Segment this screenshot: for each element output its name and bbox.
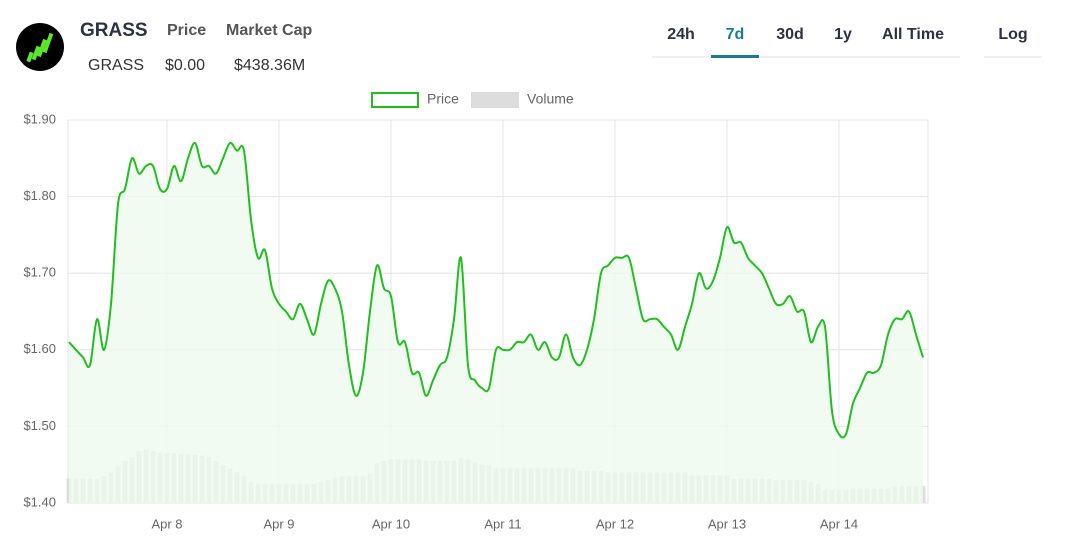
market-cap-label: Market Cap: [226, 22, 312, 39]
legend: Price Volume: [371, 91, 574, 108]
x-tick-label: Apr 8: [151, 516, 182, 531]
y-tick-label: $1.70: [23, 265, 56, 280]
logo-icon: [26, 32, 54, 63]
y-tick-label: $1.90: [23, 111, 56, 126]
legend-swatch: [371, 92, 419, 108]
price-label: Price: [167, 22, 206, 39]
x-tick-label: Apr 12: [596, 516, 634, 531]
coin-symbol: GRASS: [88, 57, 144, 74]
x-tick-label: Apr 14: [820, 516, 858, 531]
range-tabs: 24h 7d 30d 1y All Time: [667, 26, 944, 58]
y-tick-label: $1.60: [23, 341, 56, 356]
x-tick-label: Apr 13: [708, 516, 746, 531]
range-tab[interactable]: All Time: [882, 26, 944, 43]
active-tab-indicator: [711, 55, 759, 58]
coin-name: GRASS: [80, 20, 148, 41]
x-tick-label: Apr 11: [484, 516, 521, 531]
x-tick-label: Apr 10: [372, 516, 410, 531]
legend-swatch: [471, 92, 519, 108]
log-toggle[interactable]: Log: [998, 26, 1027, 43]
range-tab[interactable]: 24h: [667, 26, 695, 43]
range-tab[interactable]: 30d: [776, 26, 804, 43]
logo: [16, 23, 64, 71]
legend-label: Price: [427, 91, 459, 107]
y-tick-label: $1.80: [23, 188, 56, 203]
market-cap-value: $438.36M: [234, 57, 305, 74]
range-tab[interactable]: 7d: [726, 26, 745, 43]
x-tick-label: Apr 9: [263, 516, 294, 531]
range-tab[interactable]: 1y: [834, 26, 852, 43]
price-value: $0.00: [165, 57, 205, 74]
y-tick-label: $1.50: [23, 418, 56, 433]
legend-label: Volume: [527, 91, 574, 107]
plot: $1.40 $1.50 $1.60 $1.70 $1.80 $1.90 Apr 8 Apr 9…: [23, 111, 929, 531]
price-line: [68, 141, 924, 439]
y-tick-label: $1.40: [23, 494, 56, 509]
price-area: [69, 142, 923, 503]
